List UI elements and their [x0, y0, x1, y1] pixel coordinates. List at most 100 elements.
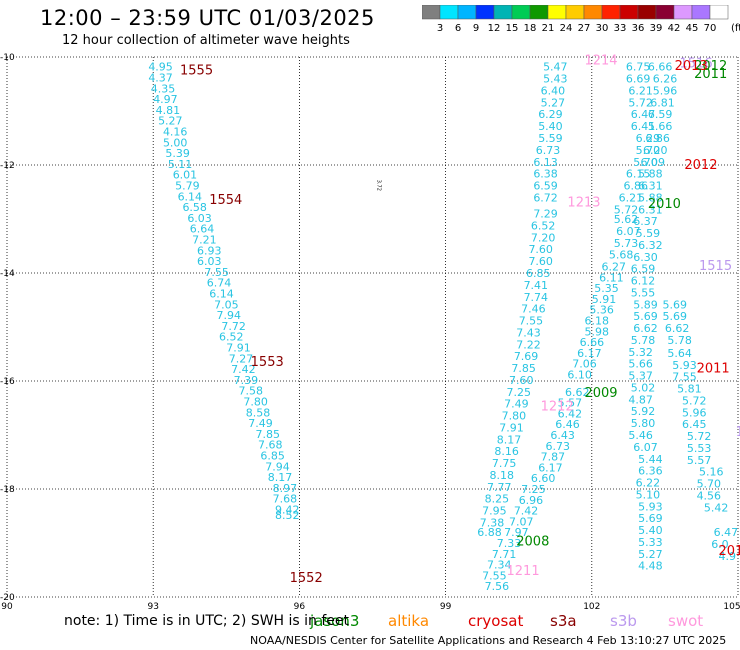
satellite-legend-item: cryosat: [468, 612, 524, 630]
wave-height-value: 5.27: [158, 115, 183, 128]
wave-height-value: 7.46: [521, 303, 546, 316]
wave-height-value: 5.96: [653, 84, 678, 97]
wave-height-value: 5.27: [638, 548, 663, 561]
wave-height-value: 6.64: [190, 223, 215, 236]
wave-height-value: 6.21: [628, 84, 653, 97]
x-tick-label: 102: [583, 602, 600, 612]
wave-height-value: 6.07: [633, 441, 658, 454]
wave-height-value: 6.29: [636, 132, 661, 145]
wave-height-value: 5.81: [677, 383, 702, 396]
wave-height-value: 6.31: [638, 203, 663, 216]
wave-height-value: 5.79: [175, 180, 200, 193]
wave-height-value: 6.14: [209, 288, 234, 301]
colorbar-unit: (ft): [731, 23, 740, 34]
colorbar-label: 45: [686, 23, 699, 34]
wave-height-value: 6.0: [711, 538, 729, 551]
wave-height-value: 7.95: [482, 505, 507, 518]
pass-annotations: 1555 1554 1553 1552 1214 1213 1212 1211 1516 1515…: [180, 54, 740, 586]
wave-height-value: 7.68: [273, 493, 298, 506]
x-tick-label: 90: [1, 602, 13, 612]
y-tick-label: -12: [0, 161, 15, 171]
wave-height-value: 7.49: [504, 398, 528, 411]
wave-height-value: 4.97: [153, 93, 178, 106]
wave-height-value: 6.37: [633, 215, 658, 228]
wave-height-value: 7.80: [502, 410, 526, 423]
y-tick-label: -14: [0, 269, 15, 279]
wave-height-value: 6.32: [638, 239, 663, 252]
wave-height-value: 5.36: [589, 304, 614, 317]
wave-height-value: 8.17: [268, 471, 293, 484]
wave-height-value: 7.25: [507, 386, 532, 399]
wave-height-value: 7.56: [485, 580, 510, 593]
wave-height-value: 5.37: [628, 370, 653, 383]
wave-height-value: 5.96: [682, 406, 707, 419]
wave-height-points: 4.954.374.354.974.815.274.165.005.395.11…: [148, 61, 738, 593]
wave-height-value: 5.40: [538, 120, 563, 133]
wave-height-value: 6.58: [182, 201, 207, 214]
page-subtitle: 12 hour collection of altimeter wave hei…: [62, 33, 350, 48]
wave-height-value: 5.98: [584, 325, 609, 338]
colorbar-label: 6: [455, 23, 461, 34]
wave-height-value: 5.88: [638, 168, 663, 181]
wave-height-value: 7.58: [238, 385, 263, 398]
colorbar-label: 12: [488, 23, 501, 34]
wave-height-value: 6.15: [626, 168, 651, 181]
pass-number-label: 1554: [209, 193, 242, 208]
wave-height-value: 6.85: [260, 450, 285, 463]
wave-height-value: 8.52: [275, 509, 300, 522]
wave-height-value: 5.57: [558, 397, 583, 410]
wave-height-value: 7.69: [514, 350, 539, 363]
wave-height-value: 6.74: [207, 277, 232, 290]
x-tick-label: 96: [294, 602, 306, 612]
wave-height-value: 7.72: [221, 320, 246, 333]
wave-height-value: 6.40: [541, 84, 566, 97]
wave-height-value: 7.85: [511, 362, 536, 375]
wave-height-value: 7.91: [226, 342, 251, 355]
pass-number-label: 2011: [694, 67, 727, 82]
wave-height-value: 6.60: [531, 472, 556, 485]
colorbar-label: 30: [596, 23, 609, 34]
wave-height-value: 6.72: [533, 191, 558, 204]
wave-height-value: 5.35: [594, 282, 619, 295]
colorbar-label: 15: [506, 23, 519, 34]
wave-height-value: 5.16: [699, 466, 724, 479]
colorbar-label: 42: [668, 23, 681, 34]
wave-height-value: 5.72: [682, 394, 707, 407]
pass-number-label: 2009: [584, 386, 617, 401]
colorbar-label: 33: [614, 23, 627, 34]
wave-height-value: 5.70: [697, 478, 722, 491]
wave-height-value: 7.34: [487, 559, 512, 572]
wave-height-value: 5.72: [687, 430, 712, 443]
wave-height-value: 4.48: [638, 560, 663, 573]
wave-height-value: 5.69: [633, 310, 658, 323]
wave-height-value: 5.68: [609, 249, 634, 262]
wave-height-value: 6.07: [616, 225, 641, 238]
wave-height-value: 6.21: [619, 191, 644, 204]
wave-height-value: 5.42: [704, 501, 729, 514]
wave-height-value: 7.55: [482, 569, 507, 582]
wave-height-value: 5.72: [614, 203, 639, 216]
wave-height-value: 6.88: [477, 526, 502, 539]
wave-height-value: 6.17: [538, 461, 563, 474]
pass-number-label: 1516: [680, 56, 713, 71]
satellite-legend-item: s3b: [610, 612, 637, 630]
wave-height-value: 6.26: [653, 73, 678, 86]
wave-height-value: 6.52: [531, 219, 556, 232]
wave-height-value: 6.43: [550, 429, 575, 442]
y-tick-label: -16: [0, 377, 15, 387]
wave-height-value: 4.35: [151, 82, 176, 95]
wave-height-value: 6.14: [178, 190, 203, 203]
wave-height-value: 6.11: [599, 271, 624, 284]
page-title: 12:00 – 23:59 UTC 01/03/2025: [40, 6, 375, 30]
wave-height-value: 6.86: [645, 132, 670, 145]
colorbar-label: 18: [524, 23, 537, 34]
wave-height-value: 6.46: [555, 418, 580, 431]
wave-height-value: 8.58: [246, 406, 271, 419]
pass-number-label: 1: [736, 425, 740, 440]
colorbar-label: 70: [704, 23, 717, 34]
wave-height-value: 8.16: [494, 445, 519, 458]
pass-number-label: 1553: [251, 355, 284, 370]
wave-height-value: 5.64: [667, 347, 692, 360]
